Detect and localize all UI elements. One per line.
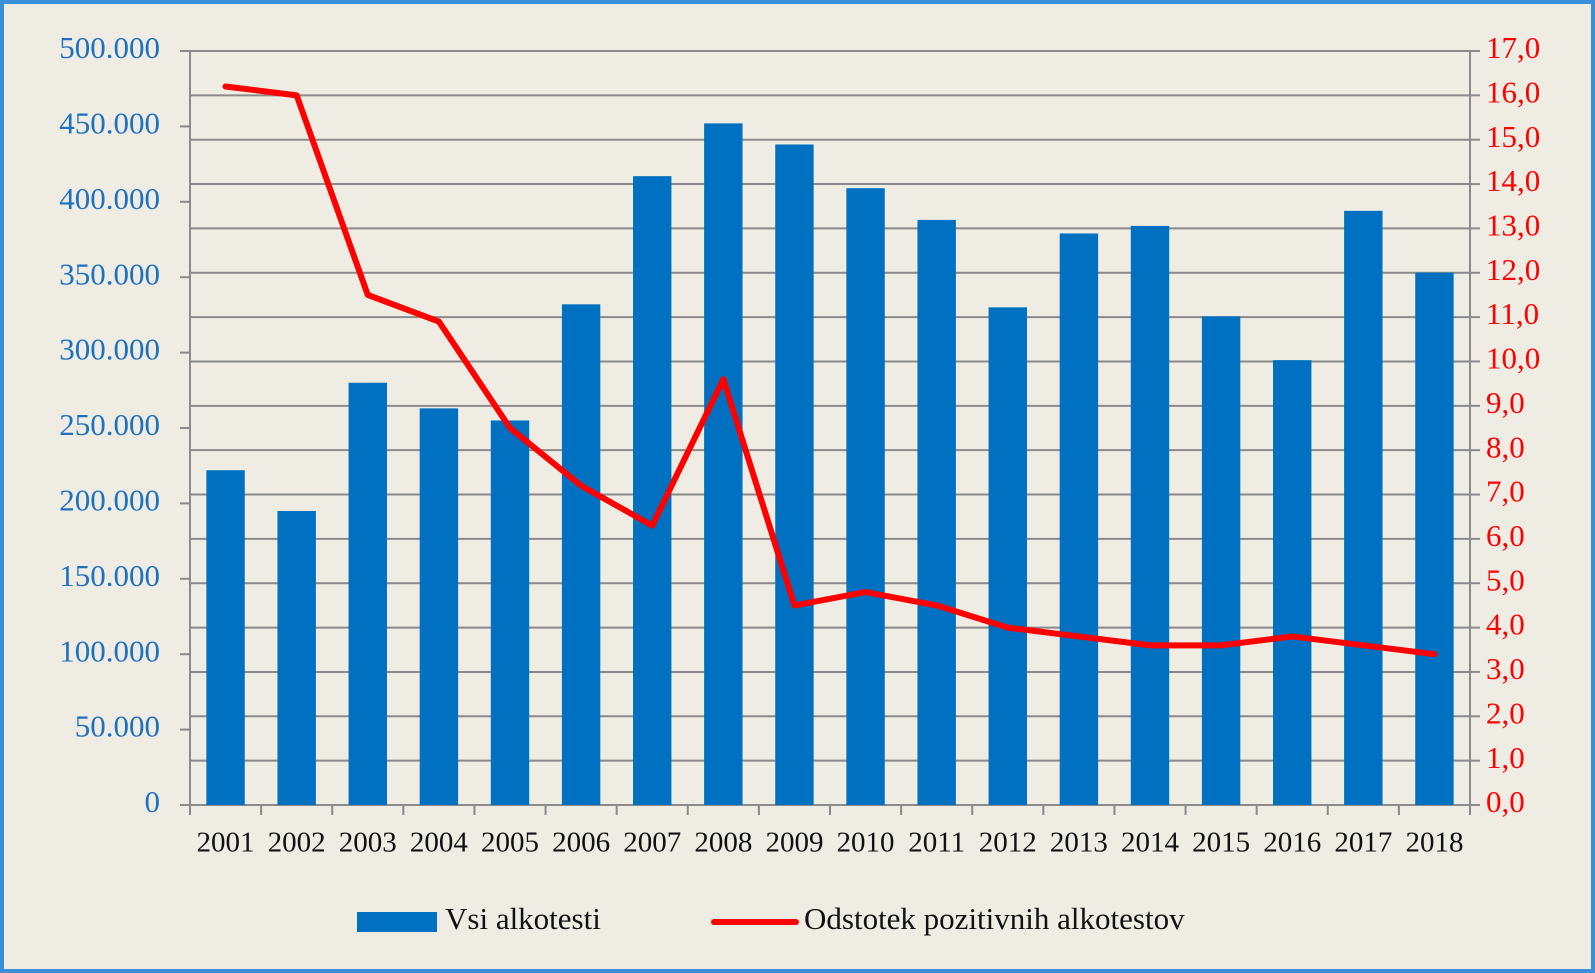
x-tick-label: 2002 [268,827,326,859]
bar [846,188,885,805]
x-tick-label: 2012 [979,827,1037,859]
y2-tick-label: 11,0 [1486,296,1539,331]
bar [561,304,601,805]
x-tick-label: 2015 [1192,827,1250,859]
legend-label: Vsi alkotesti [445,901,601,936]
y-tick-label: 50.000 [75,709,160,744]
y-tick-label: 0 [145,784,161,819]
x-tick-label: 2017 [1334,827,1392,859]
y-tick-label: 100.000 [59,633,160,668]
y-tick-label: 200.000 [59,483,160,518]
y-tick-label: 250.000 [59,407,160,442]
bar [775,144,814,806]
x-tick-label: 2004 [410,827,469,859]
y2-tick-label: 12,0 [1486,252,1540,287]
x-tick-label: 2016 [1263,827,1321,859]
y2-tick-label: 15,0 [1486,119,1540,154]
bar [704,123,743,805]
bar [1059,233,1099,805]
x-tick-label: 2013 [1050,827,1108,859]
y2-tick-label: 7,0 [1486,474,1525,509]
bar [1273,360,1312,805]
x-tick-label: 2014 [1121,827,1180,859]
y2-tick-label: 5,0 [1486,562,1525,597]
legend-label: Odstotek pozitivnih alkotestov [804,901,1185,936]
bar [419,408,459,805]
y2-tick-label: 8,0 [1486,429,1525,464]
x-tick-label: 2006 [552,827,610,859]
x-tick-label: 2008 [694,827,752,859]
x-tick-label: 2001 [197,827,255,859]
y2-tick-label: 13,0 [1486,208,1540,243]
y2-tick-label: 2,0 [1486,695,1525,730]
x-tick-label: 2010 [837,827,895,859]
x-tick-label: 2011 [908,827,965,859]
bar [348,382,387,805]
x-tick-label: 2018 [1405,827,1463,859]
y2-tick-label: 10,0 [1486,341,1540,376]
bar [206,470,245,805]
x-tick-label: 2003 [339,827,397,859]
y-tick-label: 400.000 [59,181,160,216]
x-tick-label: 2009 [765,827,823,859]
bar [277,510,316,805]
bar [1344,210,1383,805]
bar [917,219,956,805]
y-tick-label: 500.000 [59,30,160,65]
bar [988,307,1027,805]
y-tick-label: 150.000 [59,558,160,593]
x-tick-label: 2007 [623,827,681,859]
y2-tick-label: 14,0 [1486,163,1540,198]
line [222,83,1438,658]
bar [1201,316,1241,805]
bar [490,420,530,805]
y2-tick-label: 9,0 [1486,385,1525,420]
y2-tick-label: 17,0 [1486,30,1540,65]
y2-tick-label: 0,0 [1486,784,1525,819]
y-tick-label: 300.000 [59,332,160,367]
y2-tick-label: 6,0 [1486,518,1525,553]
legend-swatch [357,912,437,932]
bar [633,176,672,805]
y-tick-label: 450.000 [59,106,160,141]
y2-tick-label: 4,0 [1486,607,1525,642]
y2-tick-label: 16,0 [1486,74,1540,109]
y-tick-label: 350.000 [59,256,160,291]
y2-tick-label: 1,0 [1486,740,1525,775]
y2-tick-label: 3,0 [1486,651,1525,686]
bar [1415,272,1454,805]
x-tick-label: 2005 [481,827,539,859]
bar [1130,225,1170,806]
